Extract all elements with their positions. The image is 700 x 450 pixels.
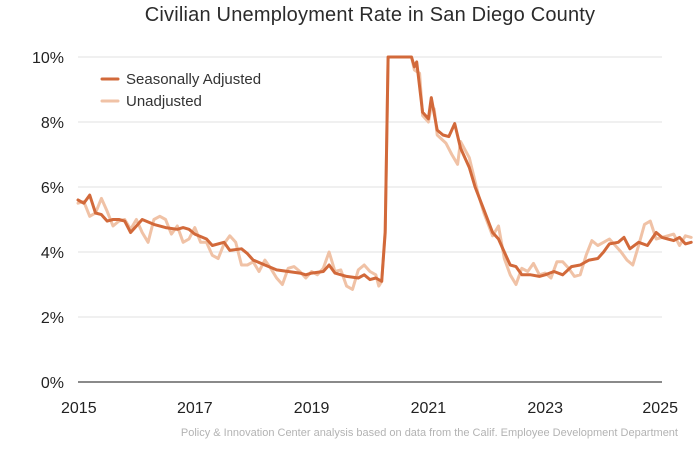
source-note: Policy & Innovation Center analysis base… — [180, 427, 678, 439]
x-tick-label: 2025 — [642, 400, 678, 417]
x-tick-label: 2023 — [527, 400, 563, 417]
series-line-unadjusted — [76, 55, 693, 291]
x-tick-label: 2021 — [411, 400, 447, 417]
y-tick-label: 8% — [41, 115, 64, 132]
legend: Seasonally Adjusted Unadjusted — [100, 71, 261, 110]
x-tick-label: 2019 — [294, 400, 330, 417]
legend-label-seasonally-adjusted: Seasonally Adjusted — [126, 71, 261, 88]
grid — [78, 56, 662, 383]
x-tick-label: 2017 — [177, 400, 213, 417]
y-tick-label: 6% — [41, 180, 64, 197]
x-tick-label: 2015 — [61, 400, 97, 417]
y-tick-label: 2% — [41, 310, 64, 327]
series-lines — [76, 55, 693, 291]
legend-label-unadjusted: Unadjusted — [126, 93, 202, 110]
chart-title: Civilian Unemployment Rate in San Diego … — [144, 4, 596, 26]
y-tick-label: 4% — [41, 245, 64, 262]
y-tick-label: 10% — [32, 50, 64, 67]
series-line-seasonally-adjusted — [76, 55, 693, 283]
y-tick-label: 0% — [41, 375, 64, 392]
axis-labels: 0% 2% 4% 6% 8% 10% 2015 2017 2019 2021 2023 2025 — [32, 50, 678, 417]
